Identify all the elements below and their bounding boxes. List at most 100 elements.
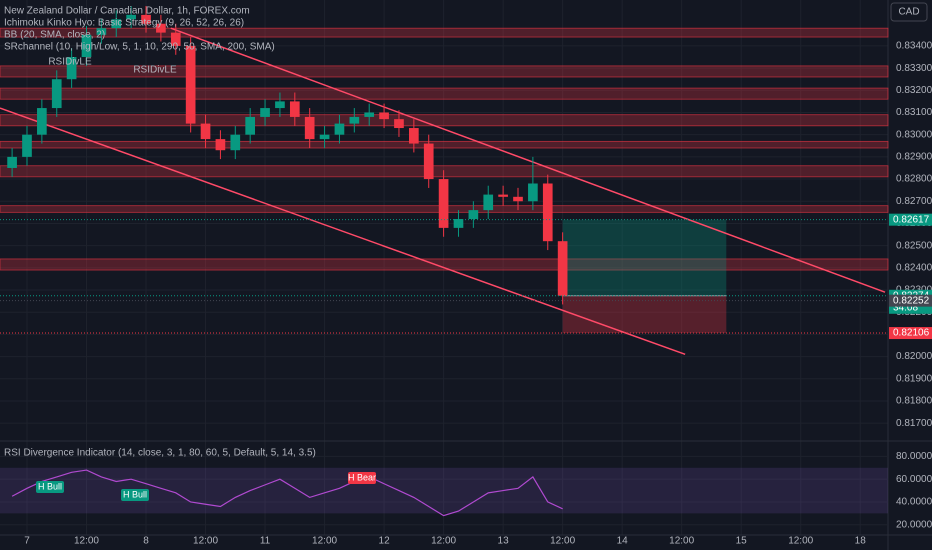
x-tick-label: 12:00 xyxy=(74,536,99,547)
channel-line xyxy=(0,107,686,356)
sr-zone xyxy=(0,114,889,127)
candle-body xyxy=(96,28,107,35)
x-tick-label: 13 xyxy=(498,536,510,547)
y-tick-label: 0.82000 xyxy=(896,351,932,362)
candle-body xyxy=(483,194,494,211)
signal-label: RSIDivLE xyxy=(48,57,92,68)
candle-body xyxy=(230,134,241,151)
x-tick-label: 12:00 xyxy=(669,536,694,547)
price-label: 0.82252 xyxy=(893,295,930,306)
candle-body xyxy=(22,134,32,157)
y-tick-label: 0.81900 xyxy=(896,373,932,384)
candle-body xyxy=(81,34,92,58)
indicator-legend: Ichimoku Kinko Hyo: Basic Strategy (9, 2… xyxy=(4,18,244,29)
price-label-box xyxy=(889,327,932,340)
candle-body xyxy=(245,116,256,135)
candle-body xyxy=(141,14,151,24)
candle-body xyxy=(423,143,434,180)
divergence-tag xyxy=(36,481,64,493)
divergence-label: H Bull xyxy=(38,481,62,491)
y-tick-label: 0.81700 xyxy=(896,418,932,429)
sr-zone xyxy=(0,65,889,78)
signal-label: RSIDivLE xyxy=(133,65,177,76)
indicator-legend: BB (20, SMA, close, 2) xyxy=(4,30,105,41)
candle-body xyxy=(438,179,449,228)
sr-zone xyxy=(0,87,889,100)
price-label: 0.82106 xyxy=(893,328,930,339)
x-tick-label: 11 xyxy=(260,536,271,547)
y-tick-label: 0.83100 xyxy=(896,107,932,118)
main-title: New Zealand Dollar / Canadian Dollar, 1h… xyxy=(4,6,250,17)
candle-body xyxy=(513,196,523,202)
candle-body xyxy=(334,123,345,135)
x-tick-label: 12:00 xyxy=(550,536,575,547)
x-tick-label: 12:00 xyxy=(788,536,813,547)
y-tick-label: 0.82900 xyxy=(896,152,932,163)
stop-zone xyxy=(562,295,727,334)
candle-body xyxy=(126,14,136,20)
candle-body xyxy=(379,112,389,120)
candle-body xyxy=(200,123,211,140)
price-label-box xyxy=(889,213,932,226)
candle-body xyxy=(453,219,464,228)
candle-body xyxy=(528,183,538,202)
y-tick-label: 0.83400 xyxy=(896,41,932,52)
currency-box[interactable] xyxy=(890,2,928,22)
price-label-box xyxy=(889,294,932,307)
sr-zone xyxy=(0,140,889,149)
candle-body xyxy=(304,116,315,140)
y-tick-label: 0.82700 xyxy=(896,196,932,207)
candle-body xyxy=(170,32,181,46)
candle-body xyxy=(289,101,300,117)
currency: CAD xyxy=(898,7,919,18)
candle-body xyxy=(557,241,568,296)
y-tick-label: 0.82400 xyxy=(896,262,932,273)
candle-body xyxy=(66,57,77,80)
y-tick-label: 0.82500 xyxy=(896,240,932,251)
y-tick-label: 0.81800 xyxy=(896,396,932,407)
candle-body xyxy=(37,108,47,135)
candle-body xyxy=(319,134,330,140)
x-tick-label: 8 xyxy=(143,536,149,547)
candle-body xyxy=(156,23,166,33)
x-tick-label: 12:00 xyxy=(431,536,456,547)
candle-body xyxy=(364,112,375,117)
target-zone xyxy=(562,219,727,296)
channel-line xyxy=(170,27,886,293)
y-tick-label: 0.83000 xyxy=(896,129,932,140)
candle-body xyxy=(409,128,419,144)
x-tick-label: 14 xyxy=(617,536,629,547)
y-tick-label: 0.83200 xyxy=(896,85,932,96)
candle-body xyxy=(498,194,508,197)
x-tick-label: 18 xyxy=(855,536,867,547)
candle-body xyxy=(7,156,17,168)
candle-body xyxy=(51,79,62,109)
candle-body xyxy=(542,183,553,242)
candle-body xyxy=(349,116,360,124)
candle-body xyxy=(111,19,122,29)
sr-zone xyxy=(0,27,889,38)
countdown: 34:08 xyxy=(893,302,918,313)
divergence-label: H Bear xyxy=(348,472,376,482)
x-tick-label: 12 xyxy=(379,536,391,547)
x-tick-label: 12:00 xyxy=(193,536,218,547)
y-tick-label: 0.83300 xyxy=(896,63,932,74)
divergence-tag xyxy=(348,472,376,484)
candle-body xyxy=(275,101,285,109)
price-label: 0.82617 xyxy=(893,214,930,225)
indicator-legend: SRchannel (10, High/Low, 5, 1, 10, 290, … xyxy=(4,42,275,53)
candle-body xyxy=(215,139,226,151)
rsi-title: RSI Divergence Indicator (14, close, 3, … xyxy=(4,448,316,459)
x-tick-label: 15 xyxy=(736,536,748,547)
candle-body xyxy=(468,210,479,220)
x-tick-label: 7 xyxy=(24,536,30,547)
divergence-label: H Bull xyxy=(123,489,147,499)
divergence-tag xyxy=(121,489,149,501)
rsi-line xyxy=(11,469,563,517)
